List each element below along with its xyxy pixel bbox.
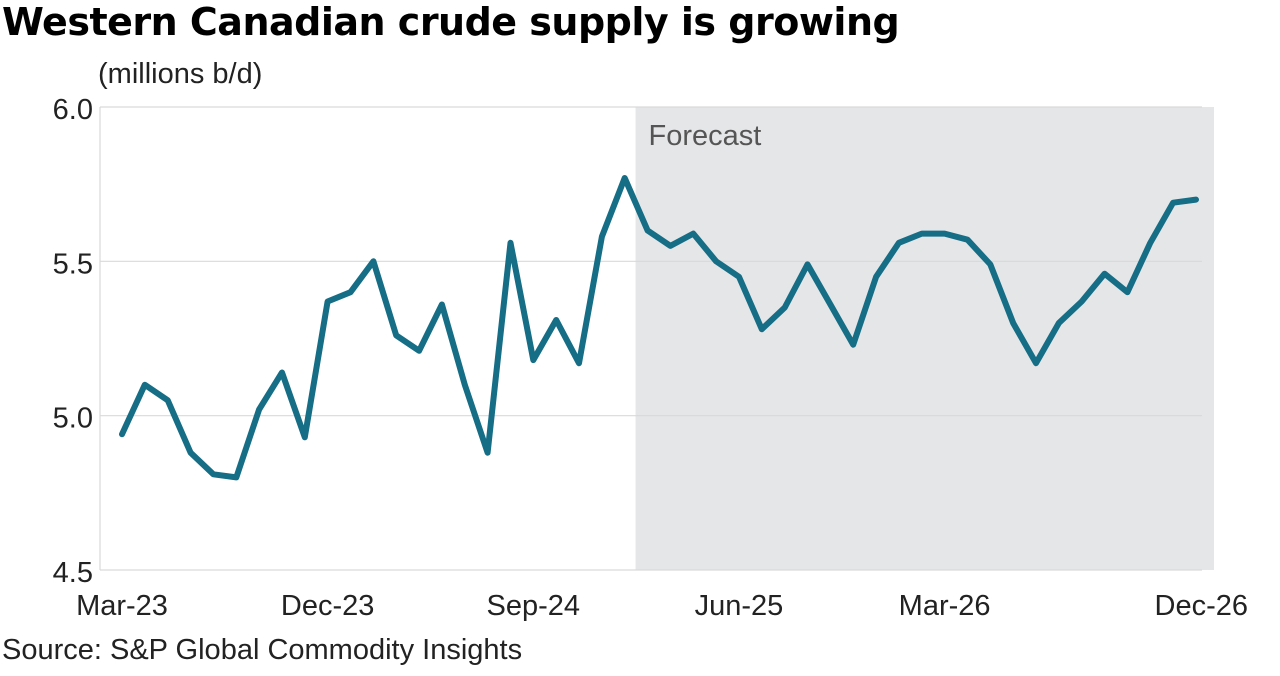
- grid-lines: [99, 106, 1202, 571]
- series-line: [119, 175, 1199, 481]
- y-tick-label: 5.0: [53, 403, 93, 435]
- data-series: [119, 175, 1199, 481]
- x-axis-ticks: Mar-23 Dec-23 Sep-24 Jun-25 Mar-26 Dec-26: [76, 590, 1248, 622]
- forecast-shade: [635, 107, 1214, 570]
- forecast-region: Forecast: [635, 107, 1214, 570]
- y-tick-label: 5.5: [53, 248, 93, 280]
- forecast-label: Forecast: [649, 120, 762, 152]
- y-axis-ticks: 6.0 5.5 5.0 4.5: [53, 94, 93, 589]
- chart-title: Western Canadian crude supply is growing: [2, 0, 900, 44]
- y-tick-label: 6.0: [53, 94, 93, 126]
- x-tick-label: Mar-26: [899, 590, 991, 622]
- y-axis-unit-label: (millions b/d): [98, 58, 263, 90]
- x-tick-label: Mar-23: [76, 590, 168, 622]
- y-tick-label: 4.5: [53, 557, 93, 589]
- x-tick-label: Jun-25: [695, 590, 784, 622]
- x-tick-label: Sep-24: [487, 590, 581, 622]
- x-tick-label: Dec-26: [1155, 590, 1249, 622]
- source-note: Source: S&P Global Commodity Insights: [2, 634, 523, 666]
- x-tick-label: Dec-23: [281, 590, 375, 622]
